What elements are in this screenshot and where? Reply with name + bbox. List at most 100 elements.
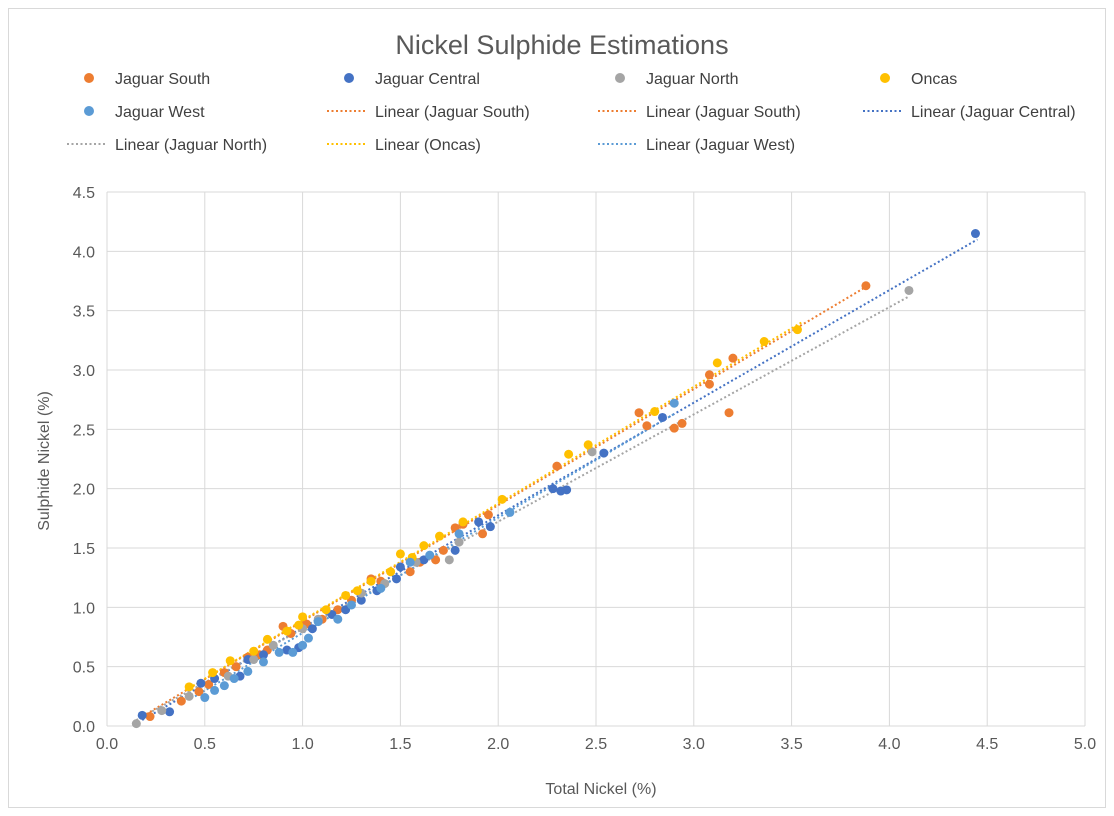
data-point — [347, 600, 356, 610]
data-point — [759, 337, 769, 347]
data-point — [483, 510, 493, 520]
data-point — [454, 537, 464, 547]
data-point — [861, 281, 871, 291]
x-tick-label: 1.5 — [389, 736, 411, 753]
data-point — [438, 545, 448, 555]
data-point — [395, 562, 405, 572]
data-point — [792, 325, 802, 335]
data-point — [208, 668, 218, 678]
legend: Jaguar South Jaguar Central Jaguar North On… — [67, 71, 1076, 154]
data-point — [131, 719, 141, 729]
data-point — [669, 423, 679, 433]
data-point — [298, 612, 308, 622]
y-tick-label: 2.5 — [73, 422, 95, 439]
data-point — [313, 617, 323, 627]
data-point — [225, 656, 235, 666]
x-tick-label: 3.0 — [683, 736, 705, 753]
y-tick-label: 3.5 — [73, 304, 95, 321]
data-point — [137, 710, 147, 720]
data-point — [386, 567, 396, 577]
x-tick-label: 5.0 — [1074, 736, 1096, 753]
data-point — [196, 678, 206, 688]
data-point — [176, 696, 186, 706]
x-tick-label: 0.0 — [96, 736, 118, 753]
data-point — [366, 576, 376, 586]
data-point — [288, 647, 298, 657]
data-point — [274, 647, 284, 657]
data-point — [599, 448, 609, 458]
data-point — [454, 529, 464, 539]
y-tick-label: 4.5 — [73, 185, 95, 202]
x-tick-label: 4.0 — [878, 736, 900, 753]
data-point — [970, 229, 980, 239]
data-point — [243, 666, 253, 676]
data-point — [307, 624, 317, 634]
data-point — [165, 707, 175, 717]
trendline — [194, 413, 675, 698]
x-tick-label: 2.5 — [585, 736, 607, 753]
data-point — [677, 418, 687, 428]
data-point — [210, 685, 220, 695]
data-point — [200, 693, 210, 703]
legend-label: Linear (Jaguar North) — [115, 137, 267, 154]
data-point — [376, 583, 386, 593]
legend-label: Jaguar South — [115, 71, 210, 88]
gridlines — [106, 191, 1086, 727]
data-point — [904, 285, 914, 295]
data-point — [478, 529, 488, 539]
data-point — [485, 522, 495, 532]
y-tick-label: 0.0 — [73, 719, 95, 736]
legend-marker — [84, 73, 94, 83]
data-point — [658, 412, 668, 422]
data-point — [298, 640, 308, 650]
y-tick-label: 4.0 — [73, 244, 95, 261]
data-point — [548, 484, 558, 494]
data-point — [194, 687, 204, 697]
data-point — [356, 595, 366, 605]
data-point — [405, 557, 415, 567]
data-point — [505, 507, 515, 517]
data-point — [395, 549, 405, 559]
data-point — [184, 691, 194, 701]
data-point — [204, 679, 214, 689]
legend-label: Jaguar Central — [375, 71, 480, 88]
data-point — [333, 614, 343, 624]
legend-marker — [344, 73, 354, 83]
data-point — [184, 682, 194, 692]
data-point — [391, 574, 401, 584]
data-point — [219, 681, 229, 691]
data-point — [282, 626, 292, 636]
data-point — [562, 485, 572, 495]
trendlines — [135, 238, 978, 721]
data-point — [249, 655, 259, 665]
data-point — [425, 550, 435, 560]
data-point — [294, 620, 304, 630]
data-point — [341, 590, 351, 600]
data-point — [229, 674, 239, 684]
data-point — [497, 494, 507, 504]
y-tick-label: 1.5 — [73, 541, 95, 558]
data-point — [642, 421, 652, 431]
data-point — [419, 541, 429, 551]
data-point — [435, 531, 445, 541]
data-point — [704, 379, 714, 389]
y-tick-label: 0.5 — [73, 660, 95, 677]
legend-label: Linear (Jaguar South) — [375, 104, 530, 121]
chart-frame: Nickel Sulphide Estimations Jaguar South… — [8, 8, 1106, 808]
data-point — [669, 398, 679, 408]
data-point — [704, 370, 714, 380]
legend-label: Jaguar West — [115, 104, 205, 121]
data-point — [712, 358, 722, 368]
data-point — [352, 586, 362, 596]
x-axis-title: Total Nickel (%) — [545, 781, 656, 798]
data-point — [303, 633, 313, 643]
legend-label: Jaguar North — [646, 71, 739, 88]
x-tick-label: 2.0 — [487, 736, 509, 753]
data-point — [268, 640, 278, 650]
legend-label: Linear (Oncas) — [375, 137, 481, 154]
data-point — [145, 712, 155, 722]
legend-label: Oncas — [911, 71, 957, 88]
data-point — [724, 408, 734, 418]
trendline — [141, 238, 978, 721]
data-point — [321, 605, 331, 615]
